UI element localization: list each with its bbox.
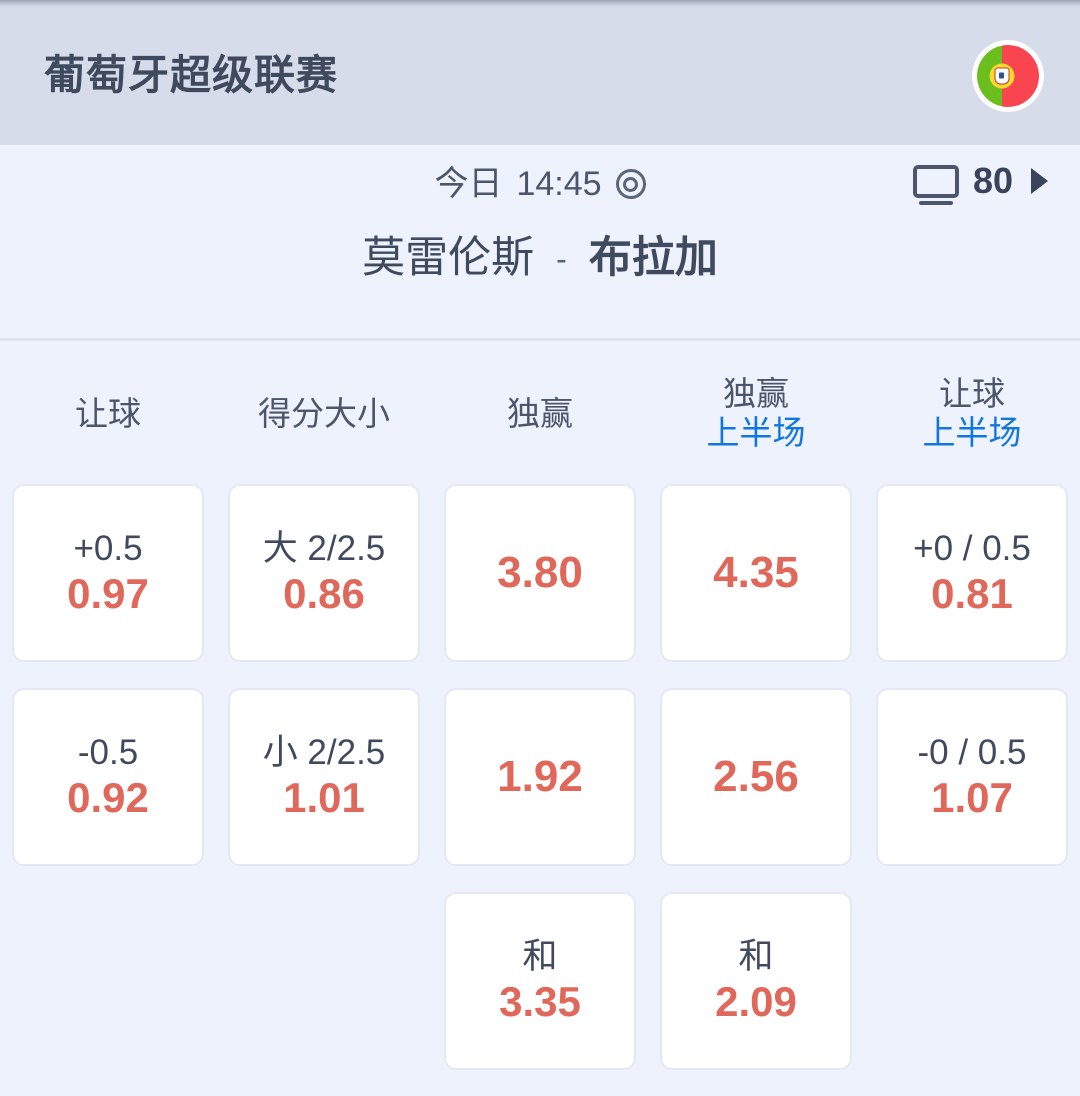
odds-value: 0.97 <box>67 570 149 618</box>
odds-value: 3.80 <box>497 548 583 598</box>
league-title: 葡萄牙超级联赛 <box>44 52 338 98</box>
odds-value: 1.01 <box>283 774 365 822</box>
odds-card-draw[interactable]: 和 2.09 <box>660 892 852 1070</box>
match-meta-row: 今日 14:45 80 <box>0 145 1080 231</box>
market-header-total: 得分大小 <box>258 344 390 484</box>
market-column-moneyline: 独赢 3.80 1.92 和 3.35 <box>432 344 648 1096</box>
odds-card[interactable]: 4.35 <box>660 484 852 662</box>
odds-card-draw[interactable]: 和 3.35 <box>444 892 636 1070</box>
league-header[interactable]: 葡萄牙超级联赛 <box>0 6 1080 145</box>
odds-card[interactable]: -0 / 0.5 1.07 <box>876 688 1068 866</box>
market-header-main: 独赢 <box>723 375 789 413</box>
market-header-handicap: 让球 <box>75 344 141 484</box>
away-team-name: 布拉加 <box>588 234 718 282</box>
odds-card[interactable]: +0.5 0.97 <box>12 484 204 662</box>
stream-info[interactable]: 80 <box>912 160 1048 201</box>
odds-card-placeholder <box>228 892 420 1070</box>
odds-label: 和 <box>522 936 558 976</box>
odds-card[interactable]: 小 2/2.5 1.01 <box>228 688 420 866</box>
odds-card[interactable]: -0.5 0.92 <box>12 688 204 866</box>
odds-label: -0 / 0.5 <box>917 732 1027 772</box>
market-header-main: 得分大小 <box>258 394 390 432</box>
odds-value: 0.92 <box>67 774 149 822</box>
odds-card-placeholder <box>12 892 204 1070</box>
kickoff-day: 今日 <box>434 165 503 203</box>
odds-label: 和 <box>738 936 774 976</box>
market-column-handicap: 让球 +0.5 0.97 -0.5 0.92 <box>0 344 216 1096</box>
odds-value: 4.35 <box>713 548 799 598</box>
flag-shield-icon <box>994 67 1010 84</box>
portugal-flag-icon <box>974 41 1042 110</box>
odds-label: +0 / 0.5 <box>913 528 1031 568</box>
market-header-moneyline: 独赢 <box>507 344 573 484</box>
market-header-sub: 上半场 <box>706 414 806 451</box>
odds-value: 2.09 <box>715 978 797 1026</box>
market-header-main: 让球 <box>75 394 141 432</box>
teams-row[interactable]: 莫雷伦斯 - 布拉加 <box>0 237 1080 280</box>
kickoff-time: 14:45 <box>516 165 602 203</box>
market-column-handicap-first-half: 让球 上半场 +0 / 0.5 0.81 -0 / 0.5 1.07 <box>864 344 1080 1096</box>
target-icon <box>615 169 646 199</box>
odds-value: 1.92 <box>497 752 583 802</box>
market-column-total: 得分大小 大 2/2.5 0.86 小 2/2.5 1.01 <box>216 344 432 1096</box>
odds-card-placeholder <box>876 892 1068 1070</box>
stream-count: 80 <box>972 160 1013 201</box>
odds-value: 0.86 <box>283 570 365 618</box>
odds-card[interactable]: +0 / 0.5 0.81 <box>876 484 1068 662</box>
kickoff-info: 今日 14:45 <box>0 167 1080 201</box>
flag-circle <box>977 44 1039 107</box>
home-team-name: 莫雷伦斯 <box>362 234 535 282</box>
tv-icon <box>912 164 959 198</box>
market-header-main: 让球 <box>939 375 1005 413</box>
odds-label: +0.5 <box>73 528 143 568</box>
odds-card[interactable]: 2.56 <box>660 688 852 866</box>
market-header-sub: 上半场 <box>922 414 1022 451</box>
markets-grid: 让球 +0.5 0.97 -0.5 0.92 得分大小 大 2/2.5 0.86… <box>0 344 1080 1096</box>
top-shadow-strip <box>0 0 1080 8</box>
odds-value: 2.56 <box>713 752 799 802</box>
odds-label: -0.5 <box>77 732 139 772</box>
odds-value: 1.07 <box>931 774 1013 822</box>
odds-value: 3.35 <box>499 978 581 1026</box>
market-header-main: 独赢 <box>507 394 573 432</box>
odds-card[interactable]: 3.80 <box>444 484 636 662</box>
match-info-block[interactable]: 今日 14:45 80 莫雷伦斯 - 布拉加 <box>0 145 1080 341</box>
odds-value: 0.81 <box>931 570 1013 618</box>
flag-armillary-emblem <box>989 63 1015 88</box>
odds-card[interactable]: 大 2/2.5 0.86 <box>228 484 420 662</box>
odds-label: 小 2/2.5 <box>262 732 386 772</box>
chevron-right-icon[interactable] <box>1031 168 1048 194</box>
market-header-handicap-first-half: 让球 上半场 <box>923 344 1022 484</box>
team-separator: - <box>556 240 567 277</box>
market-column-moneyline-first-half: 独赢 上半场 4.35 2.56 和 2.09 <box>648 344 864 1096</box>
odds-label: 大 2/2.5 <box>262 528 386 568</box>
odds-card[interactable]: 1.92 <box>444 688 636 866</box>
market-header-moneyline-first-half: 独赢 上半场 <box>707 344 806 484</box>
